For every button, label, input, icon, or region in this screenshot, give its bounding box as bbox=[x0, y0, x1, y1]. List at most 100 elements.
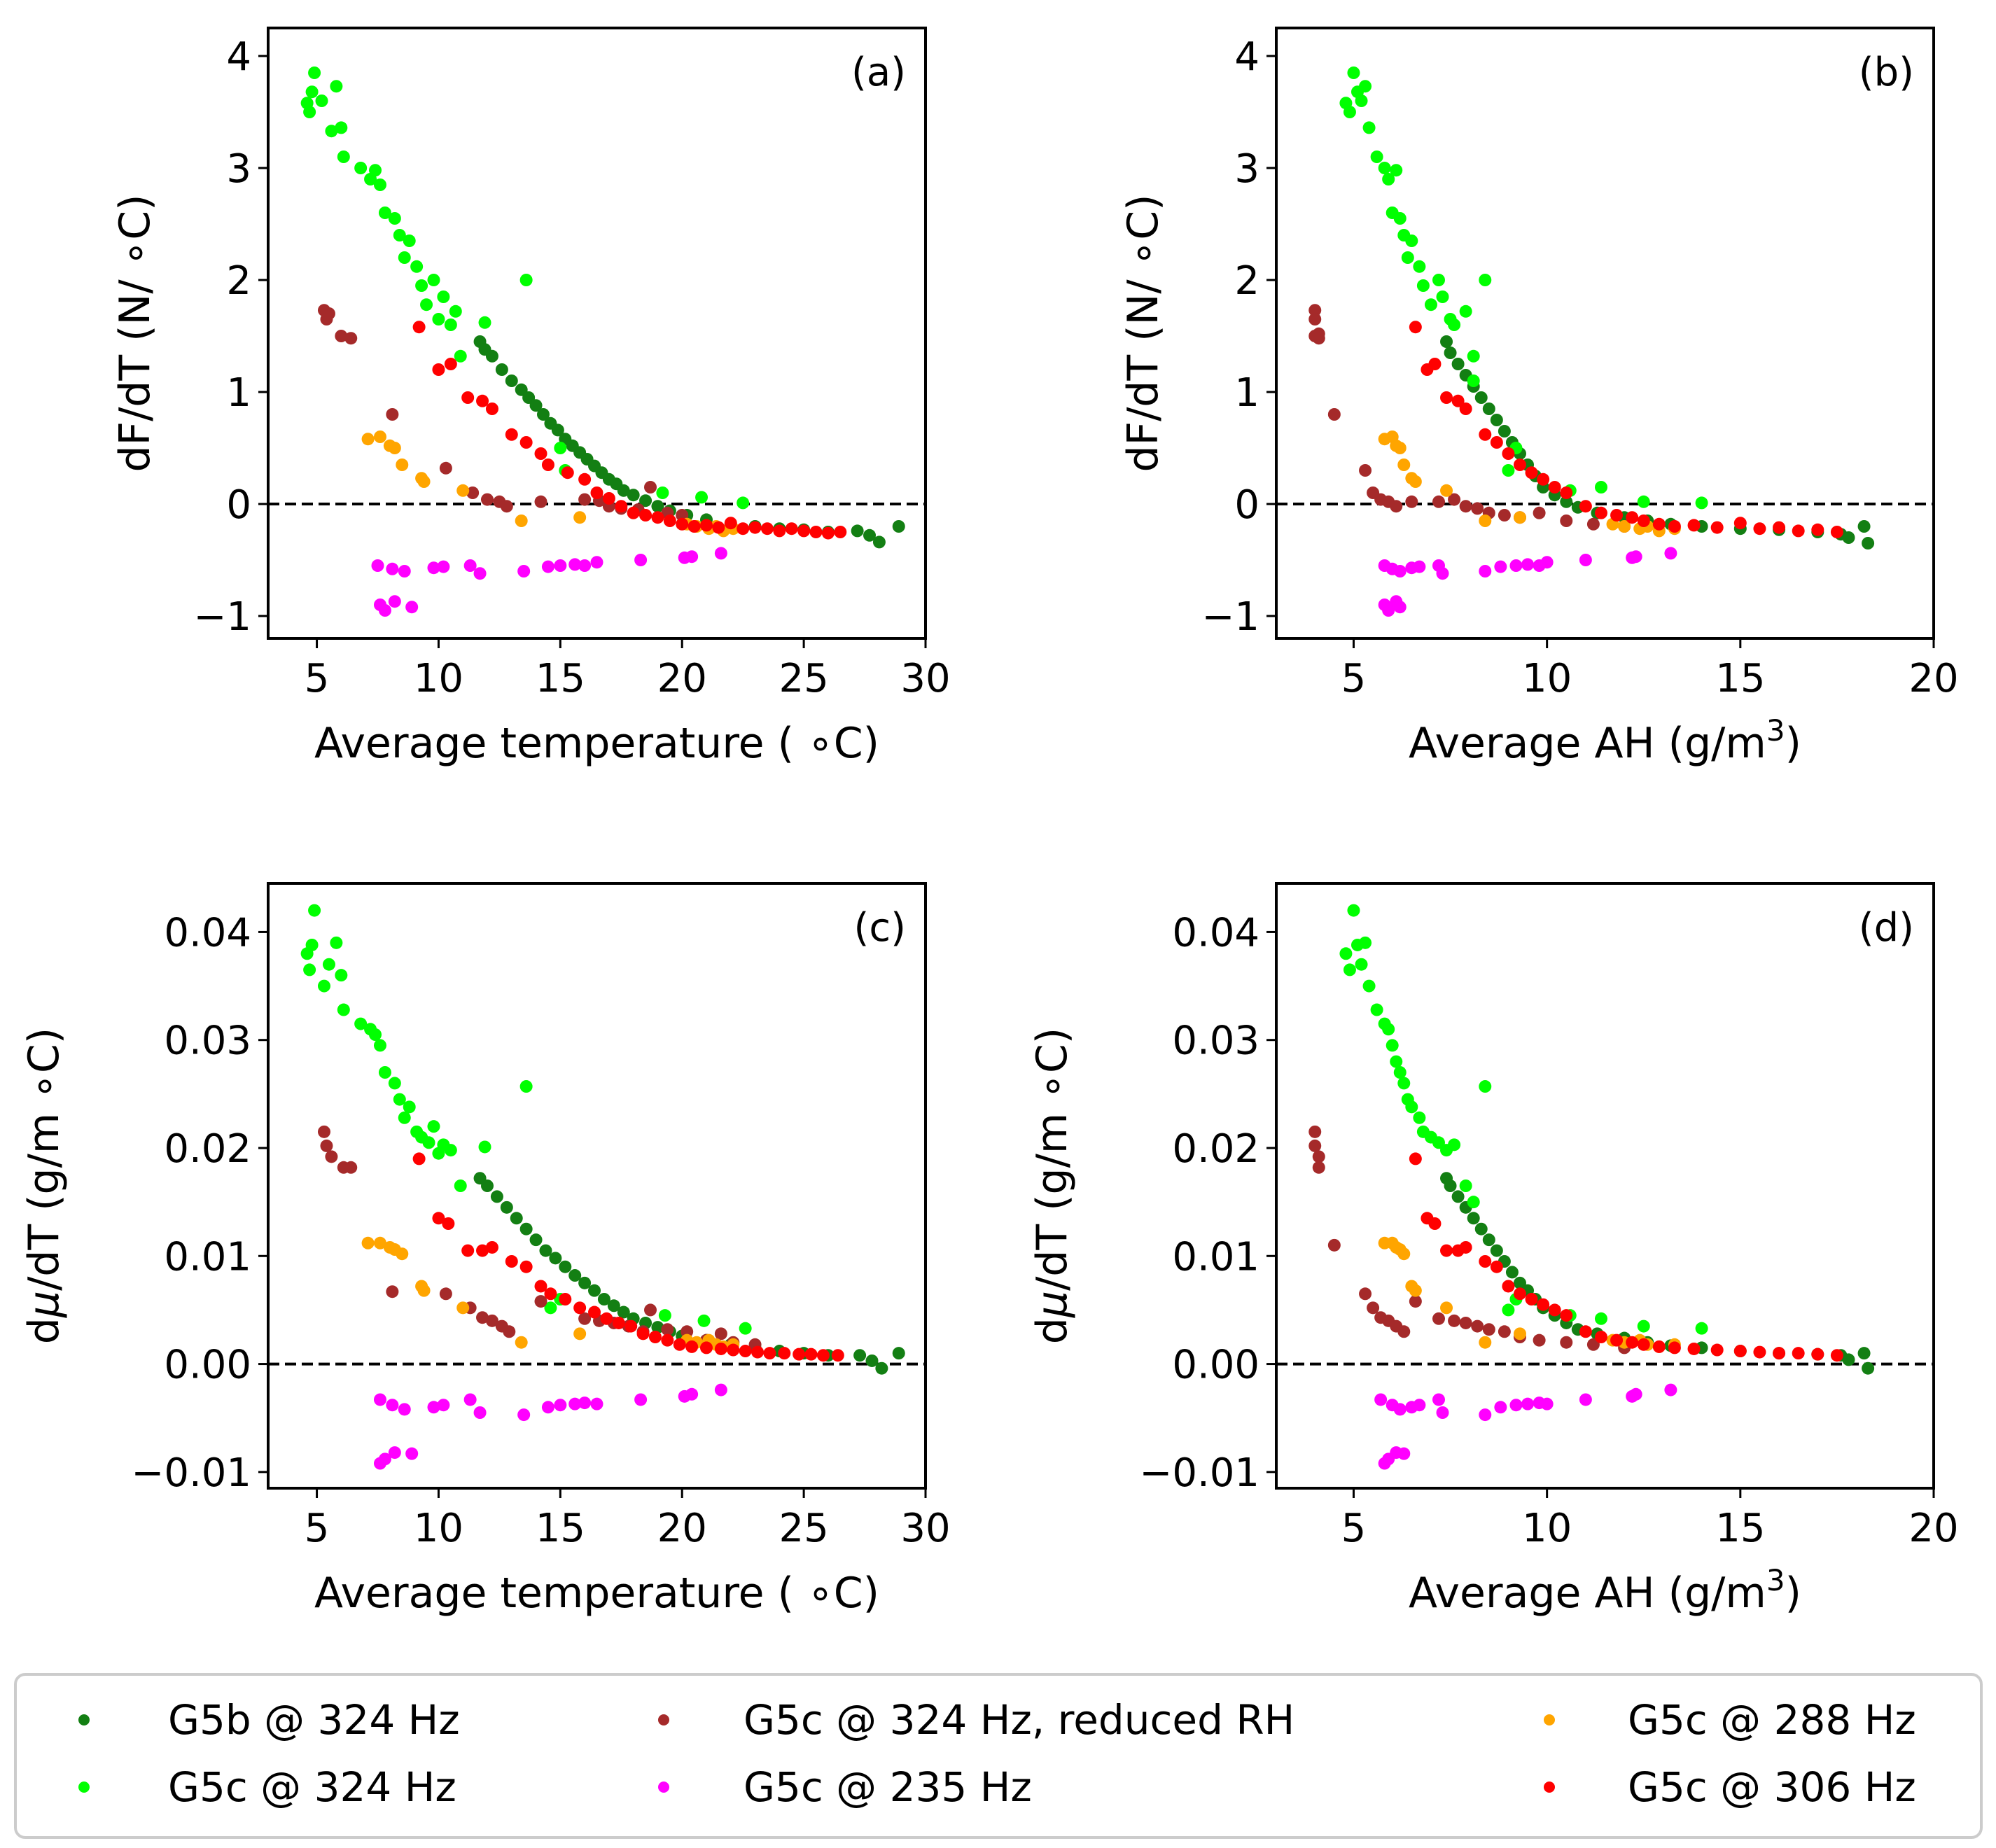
data-point bbox=[700, 519, 713, 532]
data-point bbox=[427, 1120, 440, 1133]
data-point bbox=[432, 1212, 445, 1225]
series-g5b-324-hz bbox=[473, 335, 905, 549]
y-tick-label: 0.00 bbox=[164, 1343, 251, 1388]
data-point bbox=[1397, 1447, 1411, 1460]
data-point bbox=[1359, 80, 1372, 93]
data-point bbox=[1753, 1345, 1766, 1359]
data-point bbox=[378, 1066, 391, 1079]
data-point bbox=[456, 1301, 470, 1315]
data-point bbox=[1467, 349, 1480, 363]
data-point bbox=[515, 514, 528, 527]
data-point bbox=[1440, 335, 1453, 348]
data-point bbox=[661, 1323, 674, 1336]
data-point bbox=[1347, 66, 1360, 79]
data-point bbox=[1637, 1320, 1650, 1333]
data-point bbox=[561, 466, 574, 479]
data-point bbox=[1393, 1403, 1407, 1416]
data-point bbox=[427, 561, 440, 575]
data-point bbox=[1548, 1303, 1561, 1317]
data-point bbox=[1579, 500, 1592, 513]
data-point bbox=[335, 330, 348, 342]
data-point bbox=[1359, 1287, 1372, 1301]
data-point bbox=[1862, 537, 1875, 550]
data-point bbox=[378, 206, 391, 219]
data-point bbox=[393, 1093, 406, 1106]
data-point bbox=[373, 1236, 386, 1250]
data-point bbox=[1459, 402, 1472, 415]
data-point bbox=[398, 251, 411, 264]
data-point bbox=[1586, 1338, 1600, 1351]
data-point bbox=[627, 489, 640, 502]
x-tick-label: 20 bbox=[657, 1506, 707, 1551]
data-point bbox=[417, 1284, 431, 1297]
data-point bbox=[656, 486, 669, 499]
data-point bbox=[410, 260, 424, 273]
data-point bbox=[1448, 318, 1461, 331]
x-tick-label: 15 bbox=[1715, 1506, 1765, 1551]
data-point bbox=[1533, 1334, 1546, 1347]
data-point bbox=[804, 1348, 818, 1361]
data-point bbox=[737, 522, 750, 536]
data-point bbox=[1521, 558, 1535, 571]
data-point bbox=[1343, 106, 1356, 118]
data-point bbox=[1409, 1295, 1422, 1308]
data-point bbox=[344, 1161, 358, 1174]
data-point bbox=[872, 536, 886, 549]
data-point bbox=[1424, 298, 1437, 312]
data-point bbox=[578, 472, 592, 486]
legend-marker-g5c-324 bbox=[78, 1782, 90, 1793]
data-point bbox=[396, 458, 409, 471]
data-point bbox=[578, 1312, 592, 1325]
x-axis-label: Average temperature ( ∘C) bbox=[314, 719, 879, 768]
data-point bbox=[1687, 1342, 1701, 1355]
data-point bbox=[685, 1387, 699, 1401]
data-point bbox=[308, 66, 321, 79]
data-point bbox=[476, 394, 489, 407]
data-point bbox=[549, 1252, 562, 1265]
data-point bbox=[1560, 514, 1573, 527]
data-point bbox=[1579, 1325, 1592, 1338]
data-point bbox=[1444, 346, 1457, 359]
data-point bbox=[1451, 358, 1465, 370]
data-point bbox=[554, 442, 567, 454]
data-point bbox=[412, 1152, 426, 1166]
data-point bbox=[1857, 1347, 1871, 1360]
data-point bbox=[773, 524, 786, 538]
data-point bbox=[1664, 547, 1677, 560]
data-point bbox=[417, 475, 431, 488]
x-axis-label: Average AH (g/m3) bbox=[1409, 713, 1801, 769]
data-point bbox=[373, 1039, 386, 1052]
data-point bbox=[651, 500, 664, 513]
data-point bbox=[663, 514, 676, 527]
data-point bbox=[1467, 1212, 1480, 1225]
y-tick-label: 3 bbox=[1234, 146, 1259, 192]
data-point bbox=[1359, 936, 1372, 949]
data-point bbox=[1382, 604, 1395, 617]
data-point bbox=[1830, 526, 1843, 538]
data-point bbox=[1397, 1325, 1411, 1338]
data-point bbox=[602, 492, 615, 505]
data-point bbox=[1513, 511, 1526, 524]
data-point bbox=[1413, 260, 1426, 273]
data-point bbox=[588, 1306, 601, 1319]
data-point bbox=[1533, 506, 1546, 519]
y-tick-label: −1 bbox=[1201, 594, 1259, 640]
data-point bbox=[505, 1255, 518, 1268]
data-point bbox=[1664, 1383, 1677, 1396]
data-point bbox=[1409, 475, 1422, 488]
data-point bbox=[1513, 458, 1526, 471]
data-point bbox=[1494, 560, 1507, 573]
x-tick-label: 20 bbox=[1908, 656, 1958, 701]
data-point bbox=[437, 1399, 450, 1412]
panel-c: 5 10 15 20 25 30 −0.01 0.00 0.01 0.02 0.03 0.04 (c) A… bbox=[20, 882, 951, 1618]
data-point bbox=[1359, 464, 1372, 477]
data-point bbox=[503, 1325, 516, 1338]
data-point bbox=[617, 1306, 630, 1319]
data-point bbox=[1308, 304, 1322, 317]
series-g5c-324-hz-reduced-rh bbox=[1308, 1125, 1631, 1354]
x-tick-label: 5 bbox=[1341, 1506, 1367, 1551]
y-tick-label: 1 bbox=[1234, 370, 1259, 416]
data-point bbox=[639, 509, 652, 522]
data-point bbox=[403, 1100, 416, 1114]
data-point bbox=[427, 1401, 440, 1414]
